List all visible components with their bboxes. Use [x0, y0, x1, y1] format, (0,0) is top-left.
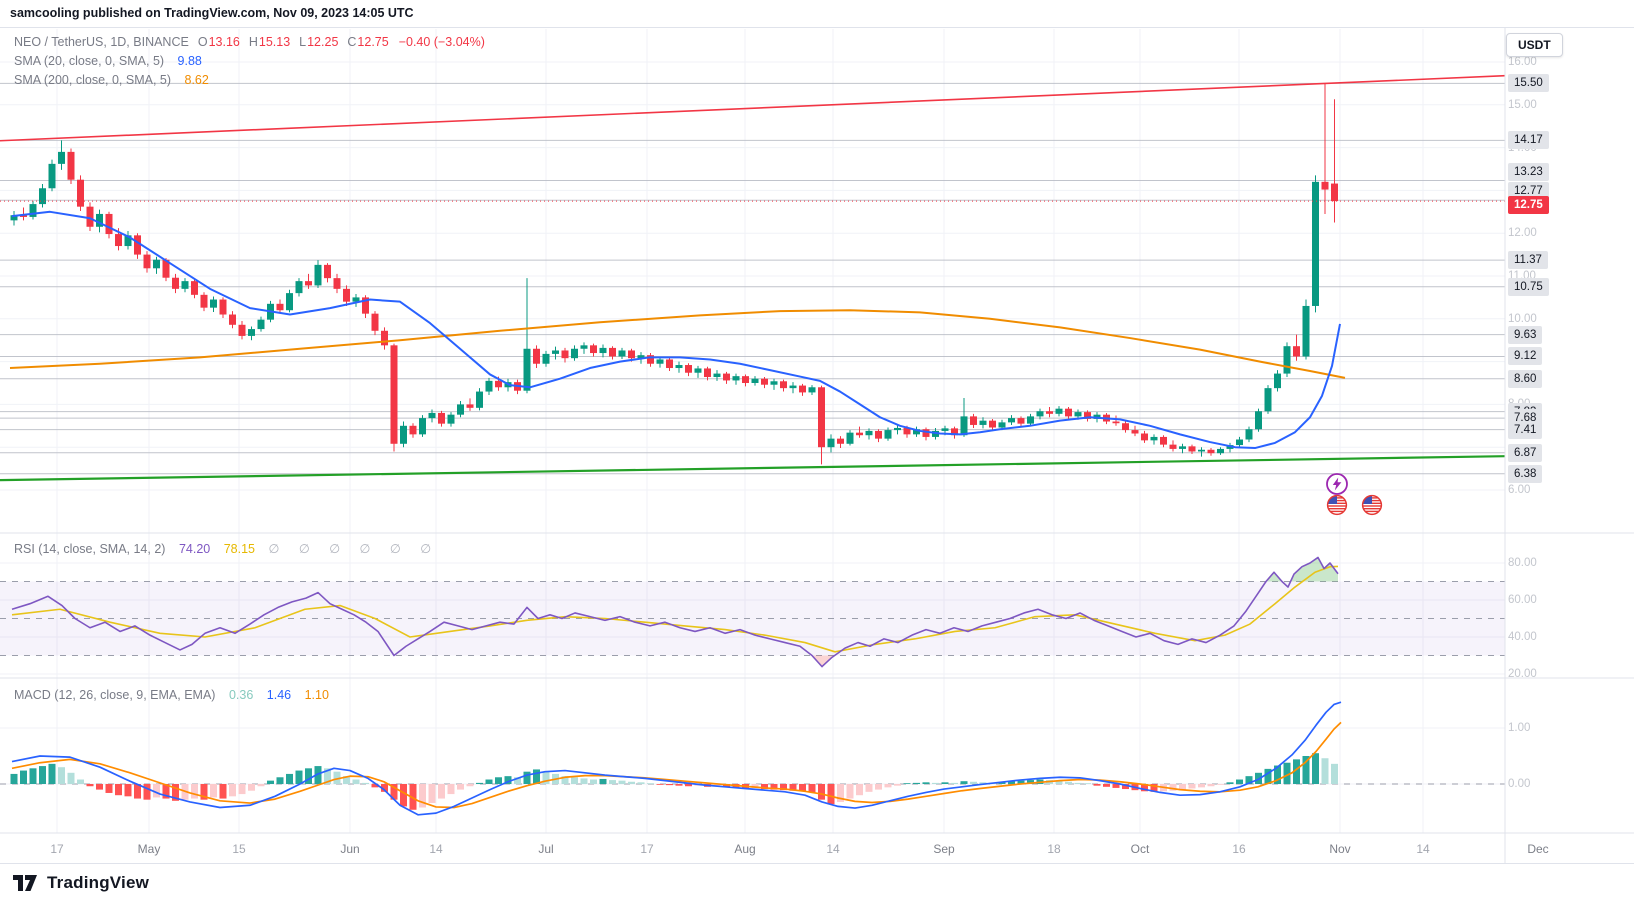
tradingview-brand-text: TradingView	[47, 872, 150, 892]
attribution-bar: samcooling published on TradingView.com,…	[0, 0, 1634, 28]
rsi-legend: RSI (14, close, SMA, 14, 2) 74.20 78.15 …	[14, 540, 439, 558]
close-value: 12.75	[357, 35, 389, 49]
sma200-label: SMA (200, close, 0, SMA, 5)	[14, 73, 172, 87]
currency-axis-button[interactable]: USDT	[1506, 33, 1563, 57]
low-value: 12.25	[307, 35, 339, 49]
main-legend: NEO / TetherUS, 1D, BINANCE O13.16 H15.13 L…	[14, 33, 485, 90]
high-label: H	[248, 35, 258, 49]
macd-label: MACD (12, 26, close, 9, EMA, EMA)	[14, 688, 216, 702]
rsi-empty-slots: ∅ ∅ ∅ ∅ ∅ ∅	[268, 542, 440, 556]
sma20-row: SMA (20, close, 0, SMA, 5) 9.88	[14, 52, 485, 71]
sma200-value: 8.62	[184, 73, 209, 87]
low-label: L	[299, 35, 307, 49]
rsi-value: 74.20	[178, 542, 211, 556]
symbol-title: NEO / TetherUS, 1D, BINANCE	[14, 35, 189, 49]
rsi-sma-value: 78.15	[223, 542, 255, 556]
sma20-value: 9.88	[177, 54, 202, 68]
macd-value: 1.46	[266, 688, 292, 702]
sma20-label: SMA (20, close, 0, SMA, 5)	[14, 54, 165, 68]
tradingview-logo-icon[interactable]	[12, 873, 38, 893]
macd-hist-value: 0.36	[228, 688, 254, 702]
rsi-label: RSI (14, close, SMA, 14, 2)	[14, 542, 166, 556]
flash-event-icon[interactable]	[1325, 472, 1349, 496]
macd-legend: MACD (12, 26, close, 9, EMA, EMA) 0.36 1…	[14, 686, 329, 704]
symbol-ohlc-row: NEO / TetherUS, 1D, BINANCE O13.16 H15.13 L…	[14, 33, 485, 52]
us-flag-icon[interactable]	[1326, 494, 1348, 516]
close-label: C	[347, 35, 357, 49]
open-value: 13.16	[208, 35, 240, 49]
macd-signal-value: 1.10	[304, 688, 329, 702]
sma200-row: SMA (200, close, 0, SMA, 5) 8.62	[14, 71, 485, 90]
high-value: 15.13	[258, 35, 291, 49]
change-value: −0.40 (−3.04%)	[398, 35, 485, 49]
open-label: O	[197, 35, 208, 49]
us-flag-icon[interactable]	[1361, 494, 1383, 516]
footer-bar: TradingView	[0, 863, 1634, 901]
